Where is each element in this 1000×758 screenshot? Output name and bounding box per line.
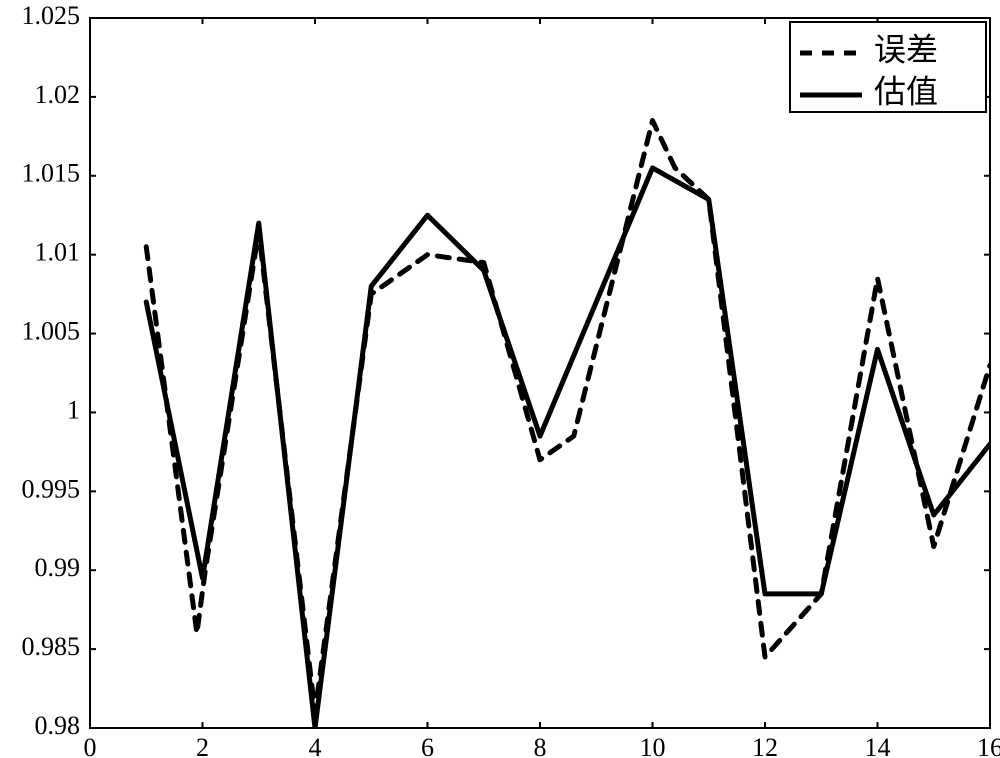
x-tick-label: 6 xyxy=(421,733,434,758)
y-tick-label: 0.99 xyxy=(35,553,81,582)
y-tick-label: 1.005 xyxy=(22,317,81,346)
y-tick-label: 0.985 xyxy=(22,632,81,661)
legend: 误差估值 xyxy=(790,22,986,112)
y-tick-label: 1.01 xyxy=(35,238,81,267)
x-tick-label: 10 xyxy=(640,733,666,758)
y-tick-label: 0.995 xyxy=(22,474,81,503)
x-tick-label: 8 xyxy=(534,733,547,758)
y-tick-label: 1.015 xyxy=(22,159,81,188)
x-tick-label: 16 xyxy=(977,733,1000,758)
x-tick-label: 0 xyxy=(84,733,97,758)
x-tick-label: 12 xyxy=(752,733,778,758)
y-tick-label: 1.02 xyxy=(35,80,81,109)
x-tick-label: 14 xyxy=(865,733,891,758)
y-tick-label: 1 xyxy=(67,395,80,424)
line-chart: 0 2 4 6 8 10 12 14 16 0.98 0.985 0.99 0.995 1 1.005 1.0… xyxy=(0,0,1000,758)
y-tick-label: 0.98 xyxy=(35,711,81,740)
x-tick-label: 2 xyxy=(196,733,209,758)
legend-label-error: 误差 xyxy=(874,31,938,67)
x-tick-label: 4 xyxy=(309,733,322,758)
legend-label-estimate: 估值 xyxy=(874,73,938,109)
y-tick-label: 1.025 xyxy=(22,1,81,30)
